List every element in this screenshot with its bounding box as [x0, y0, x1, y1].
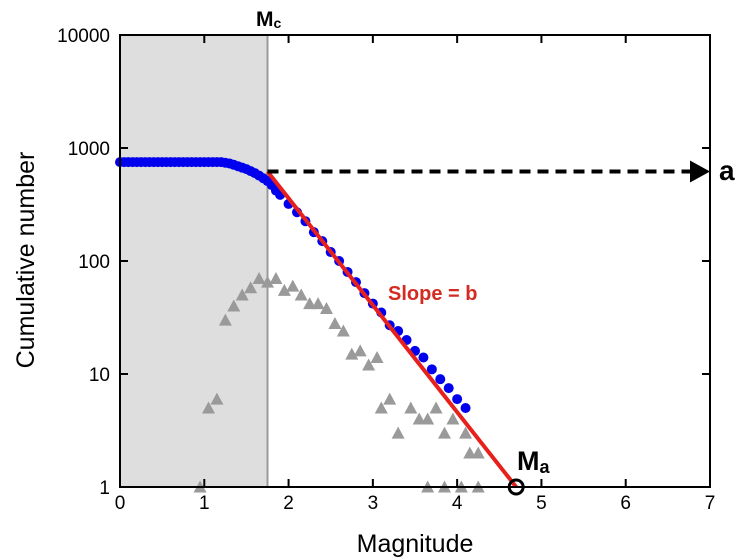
data-point-triangle: [370, 350, 384, 363]
y-tick-label: 10: [89, 365, 110, 386]
data-point-circle: [426, 364, 437, 375]
data-point-triangle: [218, 313, 232, 326]
x-tick-label: 0: [115, 493, 126, 514]
ma-label: Ma: [517, 446, 551, 477]
data-point-triangle: [412, 412, 426, 425]
data-point-triangle: [311, 297, 325, 310]
data-point-triangle: [303, 297, 317, 310]
data-point-circle: [460, 403, 471, 414]
data-point-triangle: [404, 401, 418, 414]
data-point-triangle: [429, 401, 443, 414]
data-point-triangle: [421, 412, 435, 425]
data-point-triangle: [446, 412, 460, 425]
x-tick-label: 6: [620, 493, 631, 514]
x-tick-label: 5: [536, 493, 547, 514]
data-point-triangle: [353, 344, 367, 357]
data-point-triangle: [362, 358, 376, 371]
data-point-circle: [443, 383, 454, 394]
y-axis-title: Cumulative number: [12, 152, 40, 369]
data-point-triangle: [252, 272, 266, 285]
data-point-triangle: [471, 446, 485, 459]
data-point-circle: [452, 394, 463, 405]
data-point-triangle: [328, 316, 342, 329]
triangle-series: [193, 272, 485, 493]
a-arrow-head: [690, 160, 710, 183]
data-point-triangle: [438, 426, 451, 439]
data-point-triangle: [261, 275, 274, 288]
a-label: a: [719, 155, 735, 186]
data-point-triangle: [244, 281, 258, 294]
data-point-triangle: [277, 283, 291, 296]
x-axis-title: Magnitude: [357, 530, 474, 558]
y-tick-label: 10000: [57, 26, 110, 47]
data-point-triangle: [269, 272, 283, 285]
y-tick-label: 1: [99, 478, 110, 499]
mc-label: Mc: [256, 8, 282, 31]
x-tick-label: 2: [283, 493, 294, 514]
x-tick-label: 4: [452, 493, 463, 514]
x-tick-label: 7: [705, 493, 716, 514]
data-point-triangle: [286, 279, 300, 292]
data-point-triangle: [459, 426, 473, 439]
data-point-triangle: [235, 288, 249, 301]
data-point-triangle: [210, 392, 224, 405]
fit-line: [265, 170, 518, 489]
data-point-triangle: [463, 446, 477, 459]
x-tick-label: 1: [199, 493, 210, 514]
x-tick-label: 3: [368, 493, 379, 514]
data-point-triangle: [345, 347, 359, 360]
data-point-triangle: [320, 301, 333, 314]
data-point-triangle: [294, 288, 308, 301]
data-point-triangle: [383, 392, 397, 405]
data-point-triangle: [391, 426, 405, 439]
data-point-triangle: [227, 299, 241, 312]
y-tick-label: 1000: [68, 139, 110, 160]
data-point-circle: [418, 352, 429, 363]
completeness-shading: [120, 35, 268, 487]
data-point-triangle: [336, 324, 350, 337]
data-point-triangle: [202, 401, 215, 414]
slope-label: Slope = b: [388, 283, 477, 305]
data-point-triangle: [374, 401, 388, 414]
y-tick-label: 100: [78, 252, 110, 273]
data-point-circle: [435, 374, 446, 385]
